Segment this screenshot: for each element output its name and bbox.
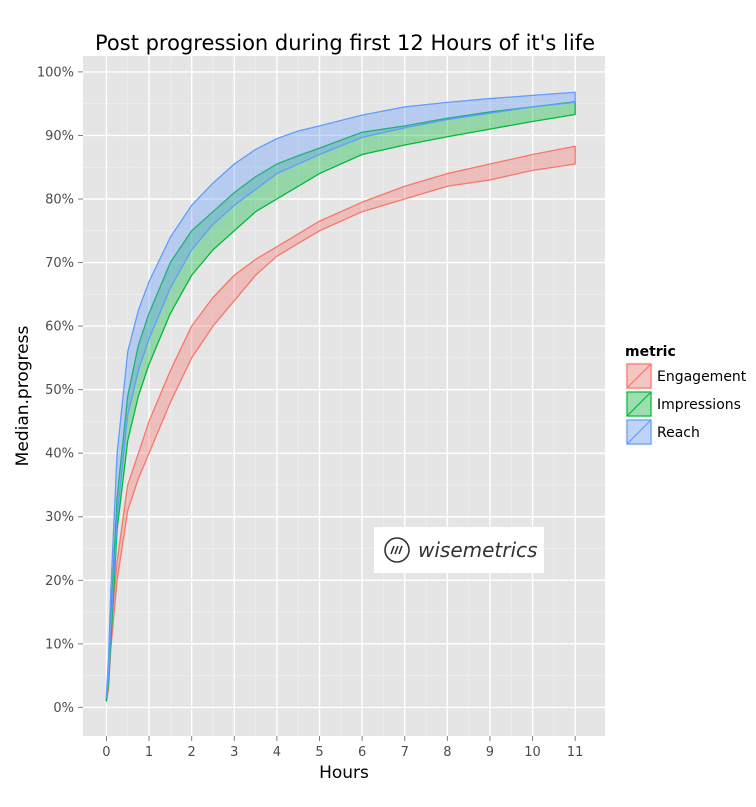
y-tick-label: 30% bbox=[45, 510, 74, 525]
x-axis-title: Hours bbox=[319, 763, 369, 783]
x-tick-label: 1 bbox=[145, 745, 153, 760]
legend-swatch-line-engagement bbox=[626, 363, 652, 389]
x-tick-label: 3 bbox=[230, 745, 238, 760]
watermark-box bbox=[374, 527, 544, 573]
plot-panel bbox=[83, 56, 605, 736]
watermark-text: wisemetrics bbox=[418, 538, 537, 562]
legend-title: metric bbox=[625, 344, 676, 360]
y-tick-label: 80% bbox=[45, 192, 74, 207]
y-axis-title: Median.progress bbox=[13, 326, 33, 467]
legend-label-engagement: Engagement bbox=[657, 369, 747, 385]
x-tick-label: 11 bbox=[567, 745, 584, 760]
axis-tick-labels: 0 1 2 3 4 5 6 7 8 9 10 11 0% 10% 20% 30% 40% 50% 60% 70% 80%… bbox=[37, 65, 584, 760]
x-tick-label: 9 bbox=[486, 745, 494, 760]
x-tick-label: 4 bbox=[273, 745, 281, 760]
x-tick-label: 5 bbox=[315, 745, 323, 760]
legend-swatch-line-reach bbox=[626, 419, 652, 445]
axis-ticks bbox=[78, 71, 576, 741]
legend-swatch-line-impressions bbox=[626, 391, 652, 417]
x-tick-label: 2 bbox=[188, 745, 196, 760]
y-tick-label: 70% bbox=[45, 256, 74, 271]
y-tick-label: 0% bbox=[53, 701, 74, 716]
x-tick-label: 7 bbox=[401, 745, 409, 760]
watermark: wisemetrics bbox=[374, 527, 544, 573]
x-tick-label: 6 bbox=[358, 745, 366, 760]
band-impressions bbox=[105, 101, 576, 702]
y-tick-label: 90% bbox=[45, 129, 74, 144]
data-bands bbox=[105, 91, 576, 702]
legend-keys: Engagement Impressions Reach bbox=[624, 361, 747, 447]
band-engagement bbox=[105, 145, 576, 702]
y-tick-label: 100% bbox=[37, 65, 74, 80]
chart-title: Post progression during first 12 Hours o… bbox=[95, 31, 595, 55]
grid-lines bbox=[83, 56, 605, 736]
x-tick-label: 8 bbox=[443, 745, 451, 760]
y-tick-label: 50% bbox=[45, 383, 74, 398]
legend-label-reach: Reach bbox=[657, 425, 700, 441]
legend: metric Engagement Impressions Reach bbox=[624, 344, 747, 447]
legend-label-impressions: Impressions bbox=[657, 397, 741, 413]
y-tick-label: 60% bbox=[45, 320, 74, 335]
x-tick-label: 10 bbox=[524, 745, 541, 760]
wisemetrics-logo-icon bbox=[384, 537, 410, 563]
y-tick-label: 40% bbox=[45, 447, 74, 462]
y-tick-label: 20% bbox=[45, 574, 74, 589]
band-reach bbox=[105, 91, 576, 699]
x-tick-label: 0 bbox=[102, 745, 110, 760]
y-tick-label: 10% bbox=[45, 637, 74, 652]
